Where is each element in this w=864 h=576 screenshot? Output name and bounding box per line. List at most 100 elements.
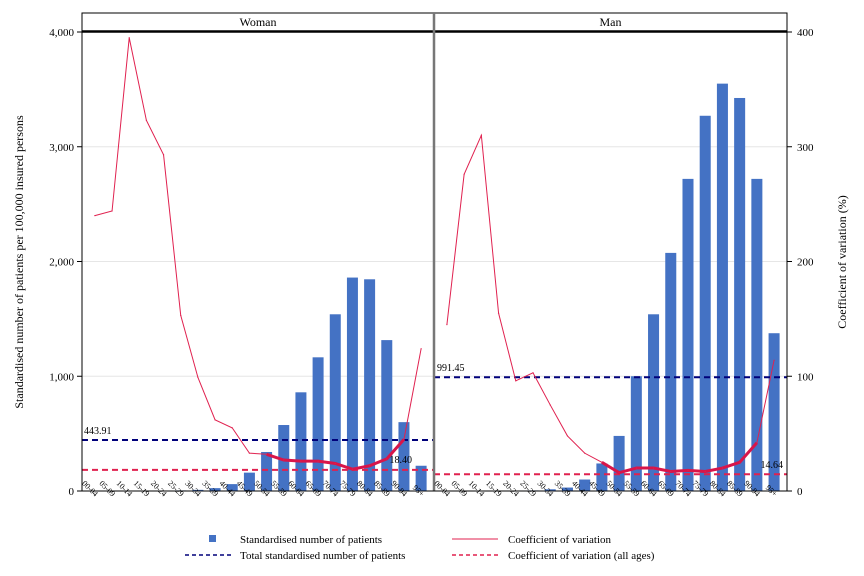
cv-point-woman-9 <box>248 452 251 454</box>
x-tick-label-man-1: 05-09 <box>450 479 470 499</box>
cv-point-woman-15 <box>351 468 354 470</box>
bar-man-13 <box>665 252 677 491</box>
cv-point-woman-3 <box>145 119 147 121</box>
x-tick-label-woman-0: 00-04 <box>80 479 100 499</box>
cv-line-thick-man <box>601 441 758 475</box>
panel-title-man: Man <box>600 15 622 29</box>
cv-point-woman-13 <box>317 460 319 462</box>
x-tick-label-man-5: 25-29 <box>518 479 538 499</box>
y-right-tick-label-1: 100 <box>797 371 814 383</box>
bar-man-11 <box>630 376 642 491</box>
y-left-tick-label-1: 1,000 <box>49 371 74 383</box>
cv-point-woman-5 <box>180 314 182 317</box>
cv-point-woman-4 <box>162 154 165 156</box>
cv-point-man-5 <box>532 372 534 374</box>
cv-point-woman-17 <box>386 458 388 460</box>
panel-title-woman: Woman <box>239 15 276 29</box>
cv-point-woman-19 <box>420 348 422 350</box>
bar-man-9 <box>596 463 608 491</box>
y-left-tick-label-3: 3,000 <box>49 142 74 154</box>
cv-point-woman-7 <box>214 419 216 421</box>
cv-point-man-18 <box>756 442 758 444</box>
cv-point-man-15 <box>704 470 706 473</box>
x-tick-label-woman-4: 20-24 <box>149 479 169 499</box>
cv-point-woman-2 <box>128 37 130 39</box>
bar-man-18 <box>751 178 763 491</box>
x-tick-label-woman-2: 10-14 <box>115 479 135 499</box>
bar-woman-17 <box>381 340 393 491</box>
x-tick-label-woman-7: 35-39 <box>200 479 220 499</box>
x-tick-label-man-6: 30-34 <box>536 479 556 499</box>
cv-ref-label-woman: 18.40 <box>390 455 413 466</box>
cv-point-man-4 <box>515 380 517 382</box>
bar-woman-7 <box>209 488 221 491</box>
bar-man-14 <box>682 178 694 491</box>
cv-point-man-12 <box>652 467 655 469</box>
y-left-tick-label-2: 2,000 <box>49 257 74 269</box>
cv-point-woman-16 <box>369 465 371 467</box>
bar-man-8 <box>579 479 591 491</box>
legend-label-cv-line: Coefficient of variation <box>508 534 612 546</box>
bar-woman-19 <box>415 465 427 491</box>
bar-man-15 <box>699 115 711 491</box>
y-left-tick-label-4: 4,000 <box>49 27 74 39</box>
cv-point-man-19 <box>773 359 775 361</box>
cv-point-woman-18 <box>403 438 405 440</box>
cv-point-man-13 <box>670 470 672 473</box>
y-left-tick-label-0: 0 <box>69 486 75 498</box>
bar-woman-6 <box>192 489 204 491</box>
y-right-tick-label-3: 300 <box>797 142 814 154</box>
cv-point-man-3 <box>497 312 500 314</box>
cv-point-woman-12 <box>300 460 302 462</box>
bar-woman-9 <box>243 472 255 491</box>
panel-frames <box>77 12 792 492</box>
cv-point-man-11 <box>635 467 637 469</box>
cv-point-man-0 <box>446 324 448 326</box>
total-ref-label-man: 991.45 <box>437 363 465 374</box>
cv-point-woman-14 <box>334 462 336 465</box>
y-right-tick-label-2: 200 <box>797 257 814 269</box>
bar-series <box>175 83 780 491</box>
bar-man-17 <box>734 97 746 491</box>
bar-woman-8 <box>226 484 238 491</box>
y-right-tick-label-0: 0 <box>797 486 803 498</box>
bar-man-10 <box>613 435 625 491</box>
cv-ref-label-man: 14.64 <box>761 460 784 471</box>
legend <box>185 535 498 556</box>
x-tick-label-man-7: 35-39 <box>553 479 573 499</box>
x-tick-label-man-3: 15-19 <box>484 479 504 499</box>
cv-point-man-16 <box>721 467 724 469</box>
cv-point-man-2 <box>480 134 482 136</box>
y-axis-title-left: Standardised number of patients per 100,… <box>12 115 26 409</box>
x-tick-label-woman-1: 05-09 <box>97 479 117 499</box>
cv-point-woman-11 <box>283 459 285 461</box>
cv-series <box>94 37 775 475</box>
cv-point-man-9 <box>601 461 603 463</box>
bar-woman-13 <box>312 357 324 491</box>
bar-woman-11 <box>278 425 290 491</box>
x-tick-label-woman-6: 30-34 <box>183 479 203 499</box>
cv-point-man-7 <box>566 435 569 437</box>
bar-man-19 <box>768 333 780 491</box>
reference-lines <box>82 376 787 476</box>
y-axis-title-right: Coefficient of variation (%) <box>835 195 849 328</box>
legend-label-cv-all: Coefficient of variation (all ages) <box>508 550 655 562</box>
cv-point-man-6 <box>549 404 551 406</box>
y-right-tick-label-4: 400 <box>797 27 814 39</box>
bar-woman-16 <box>364 279 376 491</box>
bar-man-6 <box>544 489 556 491</box>
cv-point-man-1 <box>463 173 465 175</box>
bar-man-16 <box>716 83 728 491</box>
cv-point-man-8 <box>584 452 586 454</box>
bar-woman-15 <box>346 277 358 491</box>
total-ref-label-woman: 443.91 <box>84 426 112 437</box>
cv-point-woman-6 <box>197 376 199 378</box>
legend-swatch-bar <box>209 535 216 542</box>
x-tick-label-woman-5: 25-29 <box>166 479 186 499</box>
bar-woman-12 <box>295 392 307 491</box>
bar-woman-14 <box>329 314 341 491</box>
bar-woman-10 <box>261 451 273 491</box>
bar-man-12 <box>648 314 660 491</box>
bar-woman-18 <box>398 422 410 491</box>
